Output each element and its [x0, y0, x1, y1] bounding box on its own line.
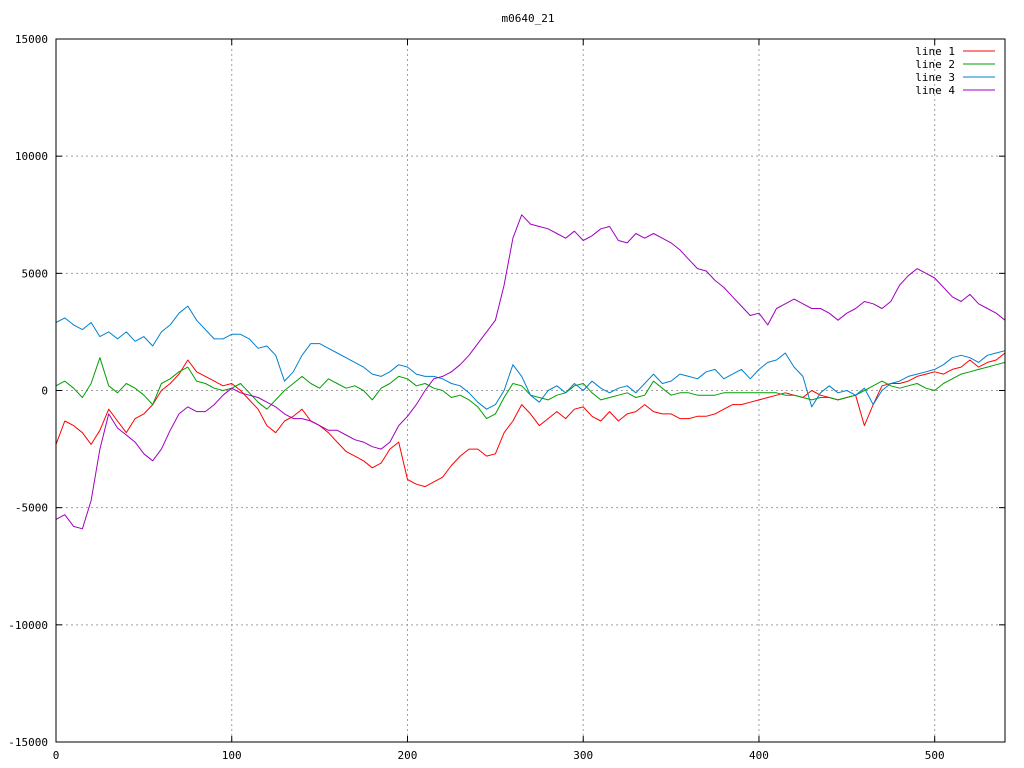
y-tick-label: 5000	[22, 267, 49, 280]
grid	[56, 39, 1005, 742]
legend-label: line 3	[915, 71, 955, 84]
series-line-1	[55, 352, 1006, 488]
y-tick-label: 15000	[15, 33, 48, 46]
legend-label: line 2	[915, 58, 955, 71]
chart-title: m0640_21	[502, 12, 555, 25]
y-tick-label: 10000	[15, 150, 48, 163]
x-tick-label: 400	[749, 749, 769, 762]
series-line-3	[55, 305, 1006, 410]
series-layer	[55, 214, 1006, 530]
series-line-2	[55, 357, 1006, 420]
y-axis: -15000 -10000 -5000 0 5000 10000 15000	[8, 33, 1005, 749]
y-tick-label: -15000	[8, 736, 48, 749]
x-tick-label: 200	[398, 749, 418, 762]
x-tick-label: 500	[925, 749, 945, 762]
x-tick-label: 100	[222, 749, 242, 762]
y-tick-label: 0	[41, 385, 48, 398]
legend-label: line 4	[915, 84, 955, 97]
x-axis: 0 100 200 300 400 500	[53, 39, 945, 762]
legend-label: line 1	[915, 45, 955, 58]
x-tick-label: 300	[573, 749, 593, 762]
series-line-4	[55, 214, 1006, 530]
y-tick-label: -10000	[8, 619, 48, 632]
y-tick-label: -5000	[15, 502, 48, 515]
x-tick-label: 0	[53, 749, 60, 762]
